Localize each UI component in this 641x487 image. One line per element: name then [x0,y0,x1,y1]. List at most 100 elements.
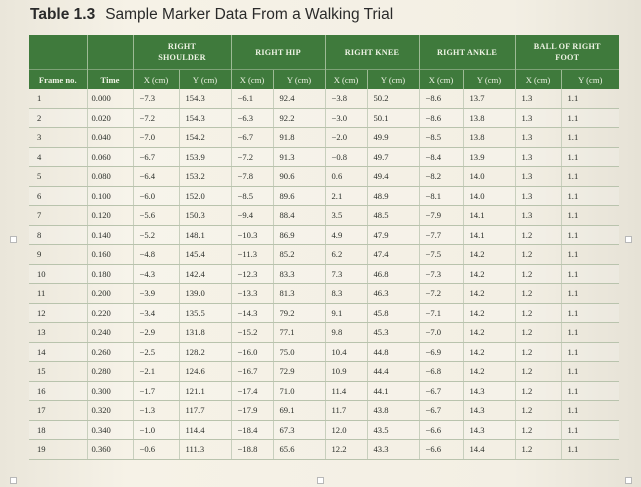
table-row: 18 0.340 −1.0 114.4 −18.4 67.3 12.0 43.5 −6.6 14.… [29,420,619,440]
ankle-y-cell: 14.3 [462,420,515,440]
ankle-x-cell: −6.8 [418,361,463,382]
ankle-x-cell: −6.6 [418,439,463,460]
knee-x-cell: 9.8 [324,322,367,343]
frame-cell: 12 [29,303,87,323]
group-label: RIGHT HIP [255,47,301,57]
knee-y-cell: 44.8 [366,342,419,362]
hip-x-cell: −17.4 [230,381,273,401]
frame-cell: 15 [29,361,87,382]
table-title: Sample Marker Data From a Walking Trial [105,6,394,23]
ankle-y-cell: 13.9 [462,147,515,167]
group-header-right-shoulder: RIGHT SHOULDER [132,35,231,70]
hip-x-cell: −14.3 [230,303,273,323]
ankle-y-cell: 14.2 [462,283,515,304]
hip-x-cell: −9.4 [230,205,273,226]
knee-y-cell: 46.3 [366,283,419,304]
hip-x-cell: −15.2 [230,322,273,343]
table-row: 7 0.120 −5.6 150.3 −9.4 88.4 3.5 48.5 −7.9 14.1 1.… [29,205,619,226]
ankle-y-cell: 13.7 [462,89,515,109]
hip-y-cell: 86.9 [272,225,325,245]
ankle-y-cell: 14.2 [462,342,515,362]
resize-handle[interactable] [317,477,324,484]
resize-handle[interactable] [625,477,632,484]
shoulder-x-cell: −0.6 [132,439,179,460]
column-header-time: Time [86,69,133,89]
ankle-x-cell: −8.6 [418,108,463,128]
knee-x-cell: 9.1 [324,303,367,323]
resize-handle[interactable] [625,236,632,243]
column-header-frame: Frame no. [29,69,87,89]
column-header-y: Y (cm) [366,69,419,89]
table-row: 14 0.260 −2.5 128.2 −16.0 75.0 10.4 44.8 −6.9 14.… [29,342,619,362]
ankle-x-cell: −8.2 [418,166,463,187]
time-cell: 0.260 [86,342,133,362]
hip-y-cell: 72.9 [272,361,325,382]
column-header-y: Y (cm) [462,69,515,89]
time-cell: 0.080 [86,166,133,187]
foot-x-cell: 1.2 [514,420,561,440]
table-row: 2 0.020 −7.2 154.3 −6.3 92.2 −3.0 50.1 −8.6 13.8 1… [29,108,619,128]
shoulder-y-cell: 154.3 [178,108,231,128]
frame-cell: 17 [29,400,87,421]
shoulder-y-cell: 150.3 [178,205,231,226]
frame-cell: 5 [29,166,87,187]
foot-y-cell: 1.1 [560,225,619,245]
column-header-row: Frame no. Time X (cm) Y (cm) X (cm) Y (c… [29,69,619,89]
shoulder-x-cell: −6.4 [132,166,179,187]
group-header-right-ankle: RIGHT ANKLE [418,35,515,70]
resize-handle[interactable] [10,236,17,243]
foot-y-cell: 1.1 [560,303,619,323]
frame-cell: 8 [29,225,87,245]
group-header-row: RIGHT SHOULDER RIGHT HIP RIGHT KNEE RIGH… [29,35,619,70]
time-cell: 0.340 [86,420,133,440]
knee-x-cell: 10.9 [324,361,367,382]
foot-y-cell: 1.1 [560,166,619,187]
foot-y-cell: 1.1 [560,108,619,128]
column-header-y: Y (cm) [178,69,231,89]
time-cell: 0.220 [86,303,133,323]
frame-cell: 14 [29,342,87,362]
group-header-blank [29,35,87,70]
shoulder-y-cell: 152.0 [178,186,231,206]
frame-cell: 18 [29,420,87,440]
hip-y-cell: 75.0 [272,342,325,362]
group-label: RIGHT ANKLE [436,47,498,57]
knee-x-cell: 11.7 [324,400,367,421]
ankle-x-cell: −7.5 [418,244,463,265]
knee-x-cell: 10.4 [324,342,367,362]
shoulder-y-cell: 124.6 [178,361,231,382]
column-header-x: X (cm) [132,69,179,89]
group-label: BALL OF RIGHT FOOT [533,42,601,62]
resize-handle[interactable] [10,477,17,484]
group-label: RIGHT KNEE [344,47,400,57]
ankle-x-cell: −8.6 [418,89,463,109]
knee-y-cell: 43.5 [366,420,419,440]
frame-cell: 3 [29,127,87,148]
time-cell: 0.160 [86,244,133,265]
knee-y-cell: 45.3 [366,322,419,343]
table-row: 19 0.360 −0.6 111.3 −18.8 65.6 12.2 43.3 −6.6 14.… [29,439,619,460]
hip-y-cell: 85.2 [272,244,325,265]
ankle-x-cell: −8.5 [418,127,463,148]
ankle-x-cell: −6.7 [418,381,463,401]
hip-x-cell: −6.1 [230,89,273,109]
knee-x-cell: −3.0 [324,108,367,128]
shoulder-y-cell: 154.3 [178,89,231,109]
knee-x-cell: 4.9 [324,225,367,245]
foot-y-cell: 1.1 [560,342,619,362]
hip-y-cell: 92.2 [272,108,325,128]
column-header-x: X (cm) [514,69,561,89]
knee-y-cell: 44.1 [366,381,419,401]
foot-x-cell: 1.2 [514,225,561,245]
foot-x-cell: 1.3 [514,205,561,226]
time-cell: 0.360 [86,439,133,460]
time-cell: 0.140 [86,225,133,245]
foot-x-cell: 1.2 [514,400,561,421]
ankle-y-cell: 14.1 [462,205,515,226]
frame-cell: 19 [29,439,87,460]
knee-y-cell: 49.9 [366,127,419,148]
frame-cell: 4 [29,147,87,167]
hip-y-cell: 89.6 [272,186,325,206]
marker-data-table: RIGHT SHOULDER RIGHT HIP RIGHT KNEE RIGH… [29,35,619,460]
ankle-x-cell: −6.7 [418,400,463,421]
